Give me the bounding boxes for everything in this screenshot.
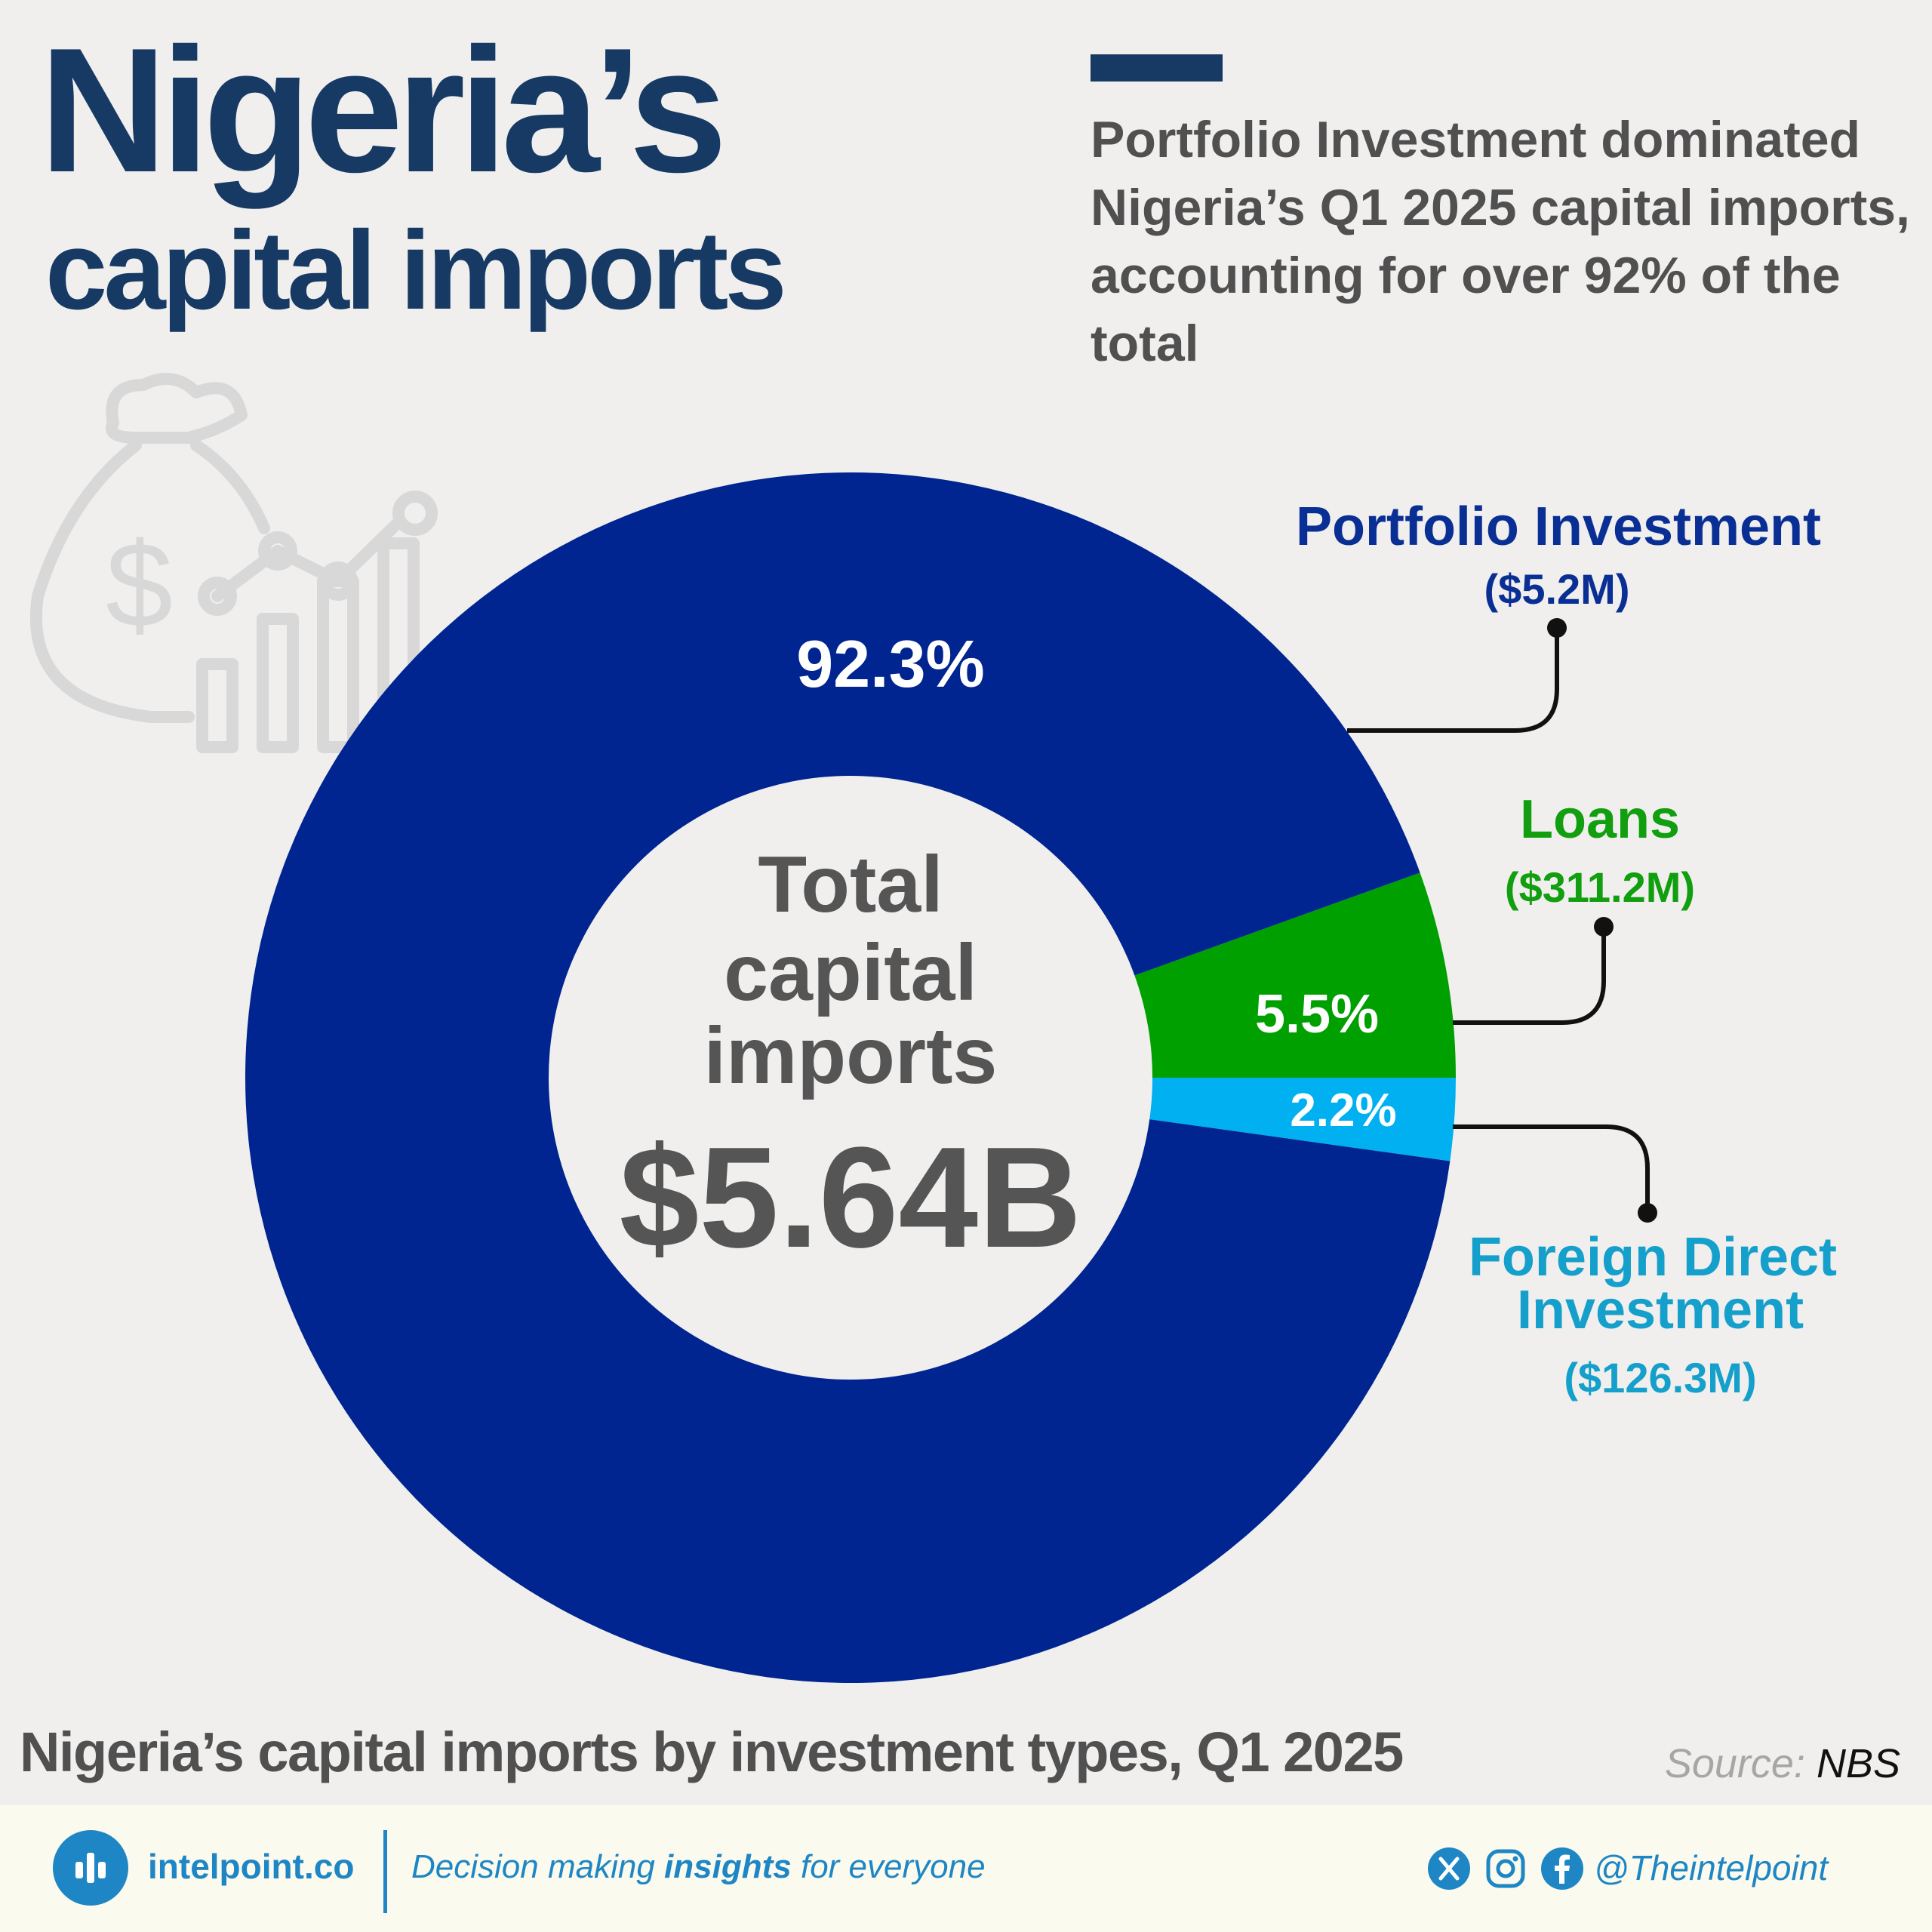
accent-bar: [1091, 54, 1223, 82]
portfolio-legend-name: Portfolio Investment: [1296, 497, 1821, 557]
loans-percent-label: 5.5%: [1255, 984, 1379, 1044]
center-label-line-2: capital: [724, 928, 977, 1017]
x-icon[interactable]: [1428, 1847, 1470, 1890]
loans-legend-amount: ($311.2M): [1505, 863, 1695, 911]
brand-link[interactable]: intelpoint.co: [148, 1847, 355, 1886]
fdi-legend-name-line-1: Foreign Direct: [1469, 1227, 1837, 1287]
loans-leader-dot: [1594, 917, 1614, 937]
tagline-end: for everyone: [800, 1848, 986, 1885]
fdi-legend-name-line-2: Investment: [1517, 1280, 1804, 1340]
portfolio-leader-dot: [1547, 618, 1567, 638]
tagline: Decision making insights for everyone: [411, 1850, 986, 1884]
title-line-2: capital imports: [45, 208, 787, 333]
intelpoint-logo-icon[interactable]: [53, 1830, 128, 1906]
social-handle[interactable]: @Theintelpoint: [1594, 1848, 1829, 1887]
source-note: Source: NBS: [1665, 1743, 1900, 1784]
instagram-icon[interactable]: [1484, 1847, 1527, 1890]
source-prefix: Source:: [1664, 1741, 1805, 1786]
fdi-percent-label: 2.2%: [1290, 1084, 1396, 1137]
tagline-start: Decision making: [411, 1848, 655, 1885]
center-label-line-3: imports: [704, 1011, 998, 1100]
subtitle: Portfolio Investment dominated Nigeria’s…: [1091, 111, 1910, 372]
loans-leader-line: [1453, 927, 1606, 1025]
tagline-bold: insights: [664, 1848, 792, 1885]
svg-text:$: $: [106, 517, 173, 652]
fdi-legend-amount: ($126.3M): [1564, 1354, 1756, 1401]
center-label-line-1: Total: [758, 840, 943, 929]
donut-hole: [549, 776, 1152, 1380]
source-name: NBS: [1816, 1741, 1900, 1786]
portfolio-legend-amount: ($5.2M): [1484, 565, 1630, 613]
portfolio-percent-label: 92.3%: [796, 626, 985, 701]
chart-caption: Nigeria’s capital imports by investment …: [20, 1721, 1404, 1783]
facebook-icon[interactable]: [1541, 1847, 1583, 1890]
footer-bar: [0, 1805, 1932, 1932]
center-total-value: $5.64B: [620, 1118, 1082, 1278]
title-line-1: Nigeria’s: [39, 11, 728, 209]
portfolio-leader-line: [1347, 628, 1559, 733]
loans-legend-name: Loans: [1520, 789, 1680, 850]
footer-divider: [383, 1830, 387, 1913]
fdi-leader-line: [1453, 1124, 1650, 1213]
fdi-legend-name: Foreign Direct Investment: [1469, 1227, 1852, 1340]
money-bag-growth-icon: $: [29, 373, 438, 753]
fdi-leader-dot: [1638, 1203, 1657, 1223]
